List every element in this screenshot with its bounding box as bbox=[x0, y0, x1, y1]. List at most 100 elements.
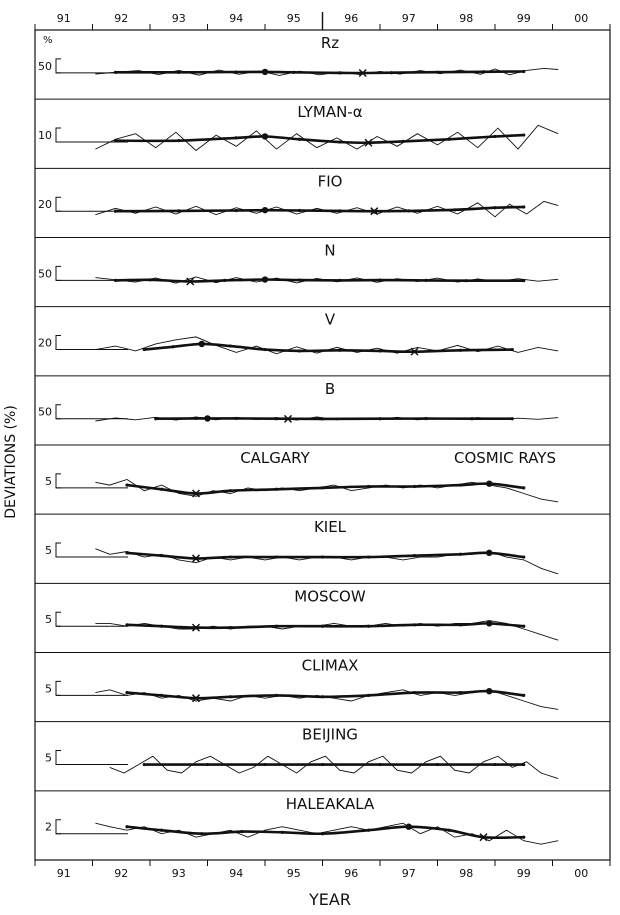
scale-bracket bbox=[55, 58, 61, 74]
smoothed-point bbox=[366, 484, 371, 489]
scale-bracket bbox=[55, 680, 61, 696]
max-marker bbox=[198, 340, 205, 348]
min-marker bbox=[479, 833, 488, 842]
smoothed-point bbox=[338, 140, 342, 144]
smoothed-point bbox=[113, 70, 118, 74]
min-marker bbox=[191, 623, 201, 632]
smoothed-point bbox=[125, 483, 129, 487]
smoothed-point bbox=[366, 693, 371, 697]
year-tick-label: 91 bbox=[57, 867, 71, 880]
panel-fio: 20 FIO bbox=[38, 172, 559, 218]
panel-label-secondary: COSMIC RAYS bbox=[454, 449, 556, 467]
year-tick-label: 00 bbox=[574, 867, 588, 880]
scale-bracket bbox=[55, 404, 61, 420]
smoothed-point bbox=[159, 554, 164, 558]
scale-label: 10 bbox=[38, 129, 52, 142]
smoothed-point bbox=[522, 205, 526, 209]
year-tick-label: 97 bbox=[402, 867, 416, 880]
panel-label: Rz bbox=[321, 34, 339, 52]
smoothed-point bbox=[458, 483, 463, 487]
smoothed-series-line bbox=[114, 278, 526, 283]
smoothed-point bbox=[159, 624, 164, 628]
smoothed-point bbox=[412, 484, 417, 489]
smoothed-point bbox=[280, 830, 284, 834]
smoothed-point bbox=[194, 416, 198, 421]
smoothed-point bbox=[366, 828, 371, 832]
scale-label: 20 bbox=[38, 337, 52, 350]
smoothed-point bbox=[274, 555, 279, 559]
smoothed-point bbox=[320, 555, 325, 559]
raw-series-line bbox=[95, 124, 559, 152]
smoothed-point bbox=[493, 206, 497, 210]
smoothed-point bbox=[177, 70, 181, 74]
min-marker bbox=[186, 277, 195, 286]
panel-label: KIEL bbox=[314, 518, 347, 536]
smoothed-point bbox=[493, 134, 497, 139]
panel-b: 50 B bbox=[38, 380, 559, 423]
smoothed-point bbox=[338, 71, 342, 75]
scale-label: 2 bbox=[45, 821, 52, 834]
smoothed-point bbox=[366, 624, 371, 628]
smoothed-point bbox=[522, 693, 526, 697]
smoothed-point bbox=[522, 762, 526, 767]
smoothed-point bbox=[522, 624, 526, 628]
panel-haleakala: 2 HALEAKALA bbox=[45, 795, 559, 845]
smoothed-point bbox=[234, 70, 238, 74]
smoothed-point bbox=[159, 487, 164, 491]
smoothed-point bbox=[338, 278, 342, 282]
year-tick-label: 96 bbox=[344, 867, 358, 880]
scale-bracket bbox=[55, 750, 61, 766]
smoothed-point bbox=[458, 623, 463, 627]
min-marker bbox=[191, 694, 201, 703]
max-marker bbox=[204, 415, 211, 422]
year-tick-label: 94 bbox=[229, 867, 243, 880]
scale-bracket bbox=[55, 611, 61, 627]
year-tick-label: 92 bbox=[114, 12, 128, 25]
smoothed-point bbox=[320, 762, 325, 767]
panel-label: LYMAN-α bbox=[297, 103, 362, 121]
smoothed-point bbox=[154, 417, 158, 421]
panel-label: BEIJING bbox=[302, 726, 358, 744]
smoothed-point bbox=[412, 690, 417, 695]
smoothed-point bbox=[142, 347, 146, 352]
scale-label: 5 bbox=[45, 544, 52, 557]
max-marker bbox=[405, 823, 412, 830]
scale-label: 5 bbox=[45, 475, 52, 488]
year-tick-label: 93 bbox=[172, 867, 186, 880]
panel-n: 50 N bbox=[38, 242, 559, 286]
smoothed-point bbox=[412, 623, 417, 627]
panel-rz: 50% Rz bbox=[38, 34, 559, 78]
smoothed-point bbox=[113, 139, 118, 143]
smoothed-point bbox=[458, 690, 463, 695]
smoothed-point bbox=[522, 486, 526, 490]
year-tick-label: 98 bbox=[459, 867, 473, 880]
smoothed-point bbox=[125, 551, 129, 555]
panel-kiel: 5 KIEL bbox=[45, 518, 559, 575]
max-marker bbox=[486, 549, 493, 557]
smoothed-point bbox=[228, 344, 233, 348]
scale-bracket bbox=[55, 265, 61, 281]
scale-label: 20 bbox=[38, 198, 52, 211]
scale-label: 5 bbox=[45, 682, 52, 695]
scale-bracket bbox=[55, 127, 61, 143]
max-marker bbox=[486, 480, 493, 487]
smoothed-point bbox=[234, 136, 238, 140]
year-tick-label: 99 bbox=[517, 12, 531, 25]
panel-label: CLIMAX bbox=[302, 657, 359, 675]
smoothed-point bbox=[274, 487, 279, 491]
max-marker bbox=[261, 276, 269, 283]
max-marker bbox=[486, 620, 493, 627]
smoothed-point bbox=[458, 348, 463, 352]
smoothed-point bbox=[234, 208, 238, 213]
smoothed-point bbox=[424, 416, 428, 421]
smoothed-point bbox=[142, 762, 146, 767]
smoothed-point bbox=[234, 416, 238, 421]
smoothed-point bbox=[453, 208, 457, 212]
year-tick-label: 97 bbox=[402, 12, 416, 25]
smoothed-point bbox=[113, 278, 118, 282]
smoothed-point bbox=[338, 209, 342, 213]
scale-label: 50 bbox=[38, 267, 52, 280]
scale-bracket bbox=[55, 335, 61, 351]
smoothed-point bbox=[263, 347, 267, 352]
smoothed-point bbox=[366, 555, 371, 559]
